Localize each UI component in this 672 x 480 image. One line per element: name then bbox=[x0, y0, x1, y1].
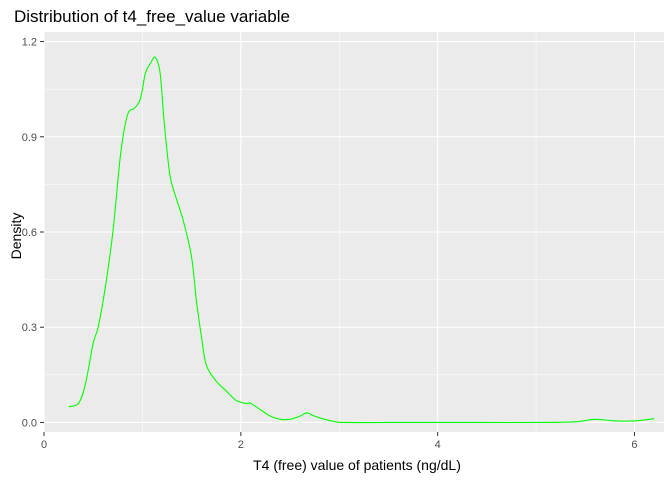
y-tick-label: 0.9 bbox=[22, 132, 37, 144]
chart-title: Distribution of t4_free_value variable bbox=[14, 7, 290, 26]
x-tick-label: 0 bbox=[41, 439, 47, 451]
density-line bbox=[68, 56, 655, 424]
x-tick-label: 4 bbox=[435, 439, 441, 451]
y-tick-label: 0.6 bbox=[22, 227, 37, 239]
y-tick-label: 1.2 bbox=[22, 37, 37, 49]
y-tick-label: 0.3 bbox=[22, 322, 37, 334]
x-tick-label: 2 bbox=[238, 439, 244, 451]
x-tick-label: 6 bbox=[631, 439, 637, 451]
major-gridlines bbox=[43, 32, 664, 432]
y-axis-title: Density bbox=[8, 213, 24, 260]
y-tick-label: 0.0 bbox=[22, 417, 37, 429]
axis-ticks: 0 2 4 6 0.0 0.3 0.6 0.9 1.2 bbox=[22, 37, 638, 451]
x-axis-title: T4 (free) value of patients (ng/dL) bbox=[253, 457, 461, 473]
